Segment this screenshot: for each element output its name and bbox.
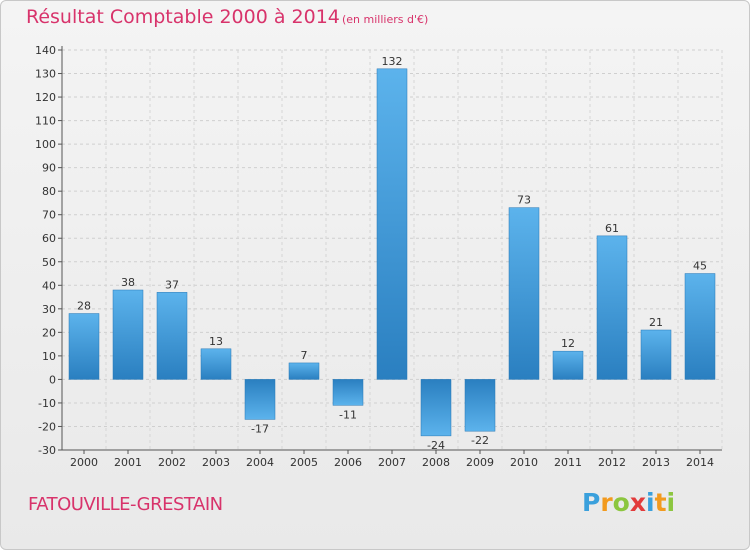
unit-label: (en milliers d'€) bbox=[342, 13, 429, 26]
y-tick-label: 50 bbox=[42, 256, 56, 269]
x-tick-label: 2008 bbox=[422, 456, 450, 469]
bars bbox=[68, 68, 716, 437]
data-label: 21 bbox=[649, 316, 663, 329]
logo-letter: P bbox=[582, 488, 601, 517]
logo-letter: x bbox=[629, 488, 646, 517]
y-tick-label: 110 bbox=[35, 115, 56, 128]
data-label: 37 bbox=[165, 278, 179, 291]
y-tick-label: 80 bbox=[42, 185, 56, 198]
x-tick-label: 2011 bbox=[554, 456, 582, 469]
bar bbox=[640, 329, 672, 380]
y-tick-label: 70 bbox=[42, 209, 56, 222]
bar bbox=[464, 379, 496, 432]
data-label: 132 bbox=[382, 55, 403, 68]
data-label: 73 bbox=[517, 194, 531, 207]
y-tick-label: 60 bbox=[42, 232, 56, 245]
y-tick-label: 100 bbox=[35, 138, 56, 151]
x-tick-label: 2004 bbox=[246, 456, 274, 469]
data-label: 45 bbox=[693, 260, 707, 273]
x-tick-label: 2000 bbox=[70, 456, 98, 469]
logo-letter: i bbox=[646, 488, 655, 517]
bar bbox=[112, 289, 144, 380]
chart-title: Résultat Comptable 2000 à 2014 bbox=[26, 6, 340, 28]
data-label: -17 bbox=[251, 422, 269, 435]
x-tick-label: 2003 bbox=[202, 456, 230, 469]
bar bbox=[288, 362, 320, 380]
bar bbox=[376, 68, 408, 380]
data-label: 7 bbox=[301, 349, 308, 362]
y-tick-label: -30 bbox=[38, 444, 56, 457]
bar bbox=[552, 350, 584, 380]
x-tick-label: 2002 bbox=[158, 456, 186, 469]
y-tick-label: 20 bbox=[42, 326, 56, 339]
data-label: 38 bbox=[121, 276, 135, 289]
bar bbox=[332, 379, 364, 406]
data-label: 13 bbox=[209, 335, 223, 348]
data-label: -24 bbox=[427, 439, 445, 452]
bar bbox=[684, 273, 716, 380]
bar bbox=[200, 348, 232, 380]
data-label: 12 bbox=[561, 337, 575, 350]
data-labels: 28 38 37 13 -17 7 -11 132 -24 -22 73 12 61 21 45 bbox=[77, 55, 707, 452]
y-tick-label: 0 bbox=[49, 373, 56, 386]
x-tick-label: 2007 bbox=[378, 456, 406, 469]
data-label: 28 bbox=[77, 300, 91, 313]
data-label: -22 bbox=[471, 434, 489, 447]
x-tick-label: 2009 bbox=[466, 456, 494, 469]
x-tick-label: 2012 bbox=[598, 456, 626, 469]
y-tick-label: 10 bbox=[42, 350, 56, 363]
y-tick-label: -10 bbox=[38, 397, 56, 410]
y-tick-label: 90 bbox=[42, 162, 56, 175]
y-tick-label: 30 bbox=[42, 303, 56, 316]
y-tick-label: 140 bbox=[35, 44, 56, 57]
y-tick-label: 130 bbox=[35, 68, 56, 81]
data-label: -11 bbox=[339, 408, 357, 421]
bar bbox=[244, 379, 276, 420]
x-tick-label: 2006 bbox=[334, 456, 362, 469]
x-tick-label: 2013 bbox=[642, 456, 670, 469]
axes: -30 -20 -10 0 10 20 30 40 50 60 70 80 90 100 110 120 130… bbox=[35, 44, 722, 469]
bar bbox=[508, 207, 540, 380]
y-tick-label: -20 bbox=[38, 420, 56, 433]
bar bbox=[420, 379, 452, 437]
x-tick-label: 2010 bbox=[510, 456, 538, 469]
x-tick-label: 2005 bbox=[290, 456, 318, 469]
logo-letter: t bbox=[654, 488, 667, 517]
x-tick-label: 2001 bbox=[114, 456, 142, 469]
logo-letter: o bbox=[612, 488, 630, 517]
bar bbox=[156, 292, 188, 380]
bar bbox=[68, 313, 100, 380]
logo-letter: i bbox=[666, 488, 676, 517]
bar bbox=[596, 235, 628, 380]
y-tick-label: 120 bbox=[35, 91, 56, 104]
x-tick-label: 2014 bbox=[686, 456, 714, 469]
data-label: 61 bbox=[605, 222, 619, 235]
commune-name: FATOUVILLE-GRESTAIN bbox=[28, 494, 223, 515]
logo-letter: r bbox=[600, 488, 613, 517]
proxiti-logo: Proxiti bbox=[582, 488, 675, 517]
y-tick-label: 40 bbox=[42, 279, 56, 292]
